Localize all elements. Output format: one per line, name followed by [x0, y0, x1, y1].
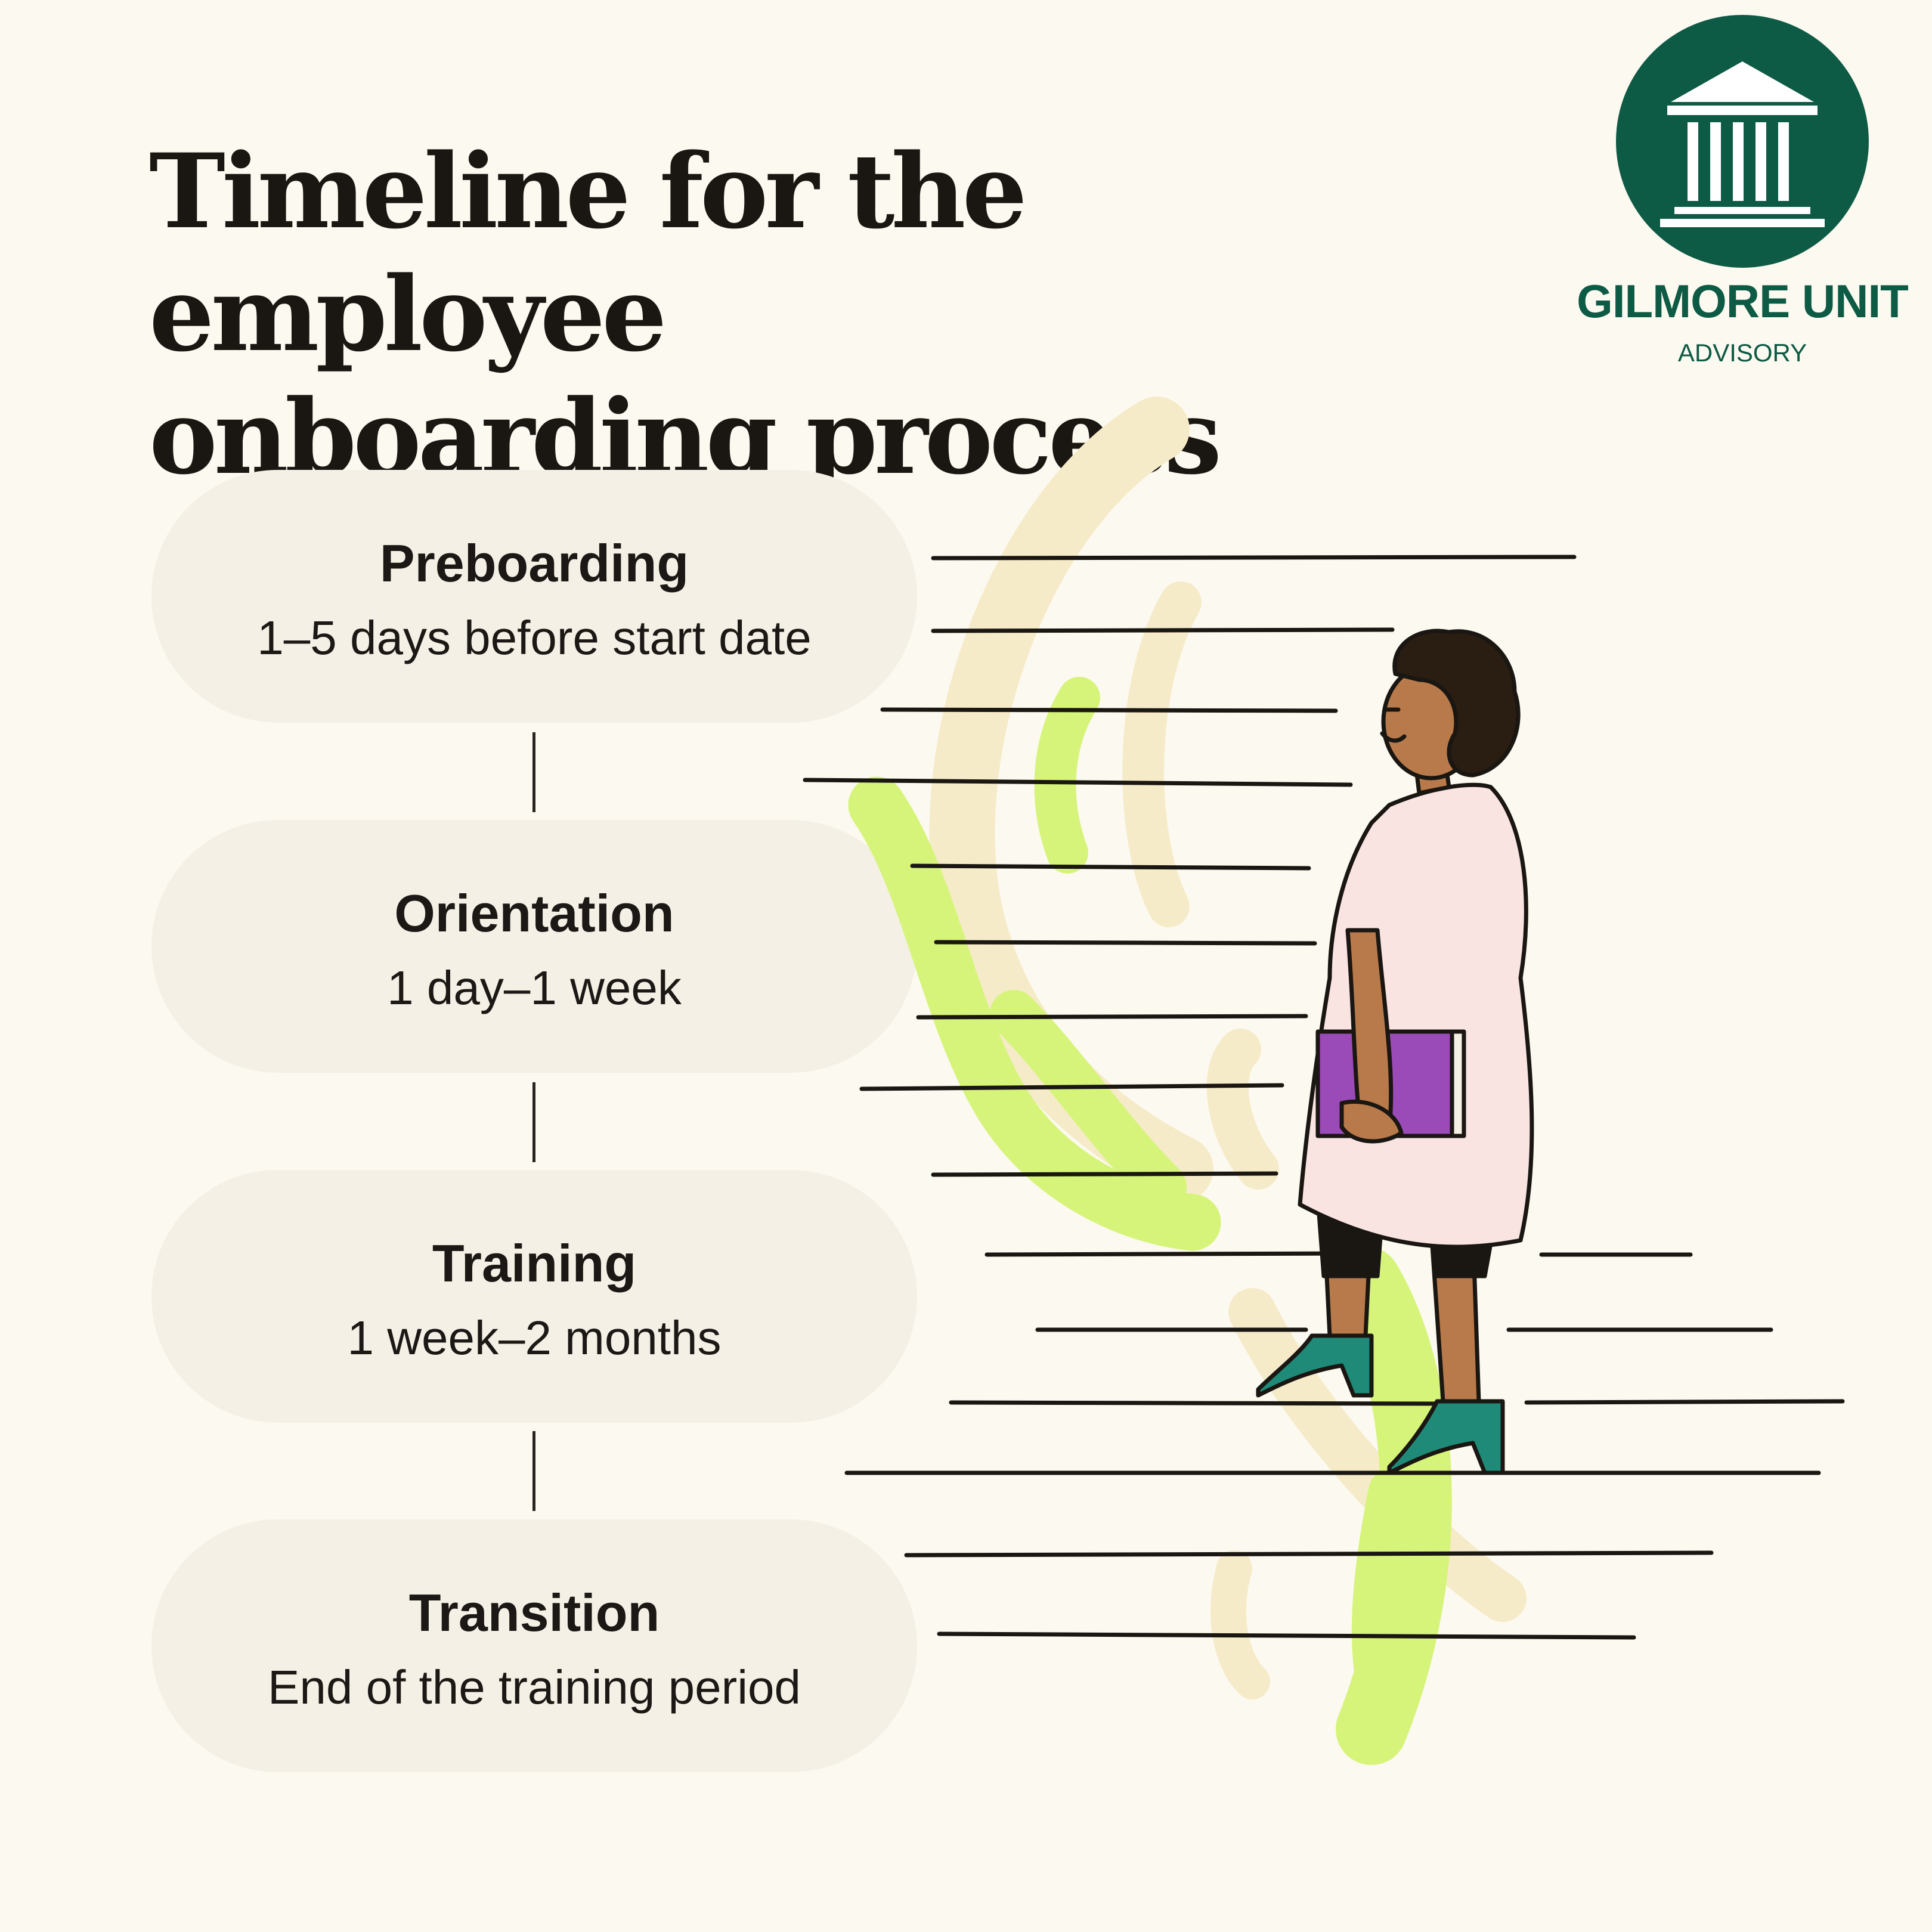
stage-label: Training — [432, 1234, 637, 1293]
stage-duration: 1 day–1 week — [387, 961, 682, 1014]
stage-pill-orientation: Orientation 1 day–1 week — [151, 820, 917, 1073]
brand-name: GILMORE UNIT — [1577, 275, 1909, 327]
title-line-1: Timeline for the employee — [149, 131, 1027, 374]
timeline-connector — [532, 732, 535, 812]
stage-duration: End of the training period — [268, 1661, 801, 1714]
stage-duration: 1–5 days before start date — [257, 611, 812, 664]
stage-pill-training: Training 1 week–2 months — [151, 1170, 917, 1423]
stage-label: Orientation — [394, 884, 674, 943]
stage-label: Transition — [408, 1583, 660, 1642]
timeline-connector — [532, 1082, 535, 1162]
woman-figure — [1256, 628, 1534, 1475]
woman-climbing-stairs-illustration — [803, 397, 1845, 1765]
stage-pill-transition: Transition End of the training period — [151, 1519, 917, 1772]
brand-tagline: ADVISORY — [1677, 339, 1807, 367]
building-columns-icon — [1616, 15, 1869, 268]
page-title: Timeline for the employee onboarding pro… — [149, 130, 1461, 499]
stair-lines — [803, 555, 1845, 1640]
stage-label: Preboarding — [379, 534, 689, 593]
timeline-connector — [532, 1431, 535, 1511]
brand-logo: GILMORE UNIT ADVISORY — [1568, 12, 1926, 382]
stage-pill-preboarding: Preboarding 1–5 days before start date — [151, 470, 917, 723]
stage-duration: 1 week–2 months — [347, 1311, 722, 1364]
